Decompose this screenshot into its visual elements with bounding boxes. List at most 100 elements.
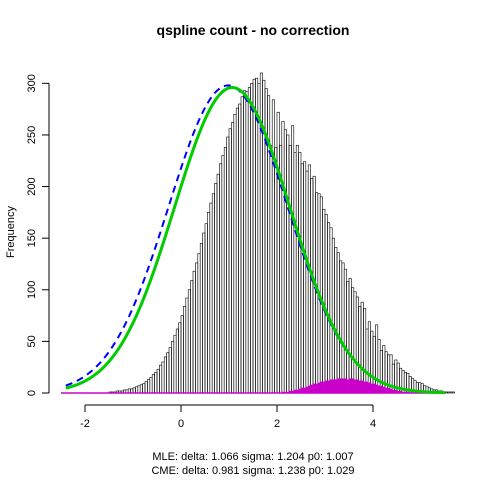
histogram-bar [327, 222, 331, 394]
x-tick-label: 2 [274, 418, 280, 430]
histogram-bar [250, 83, 254, 394]
histogram-bar [382, 345, 386, 394]
histogram-bar [283, 129, 287, 394]
histogram-bar [226, 136, 230, 394]
magenta-bar [308, 385, 311, 394]
histogram-bar [305, 170, 309, 394]
magenta-bar [332, 379, 335, 394]
histogram-bar [245, 91, 249, 394]
magenta-bar [344, 378, 347, 394]
histogram-bar [360, 301, 364, 394]
histogram-bar [202, 232, 206, 394]
histogram-bar [363, 308, 367, 394]
y-tick-label: 0 [26, 390, 38, 396]
histogram-bar [231, 122, 235, 394]
histogram-bar [168, 347, 172, 394]
histogram-bar [310, 177, 314, 394]
histogram-bar [329, 227, 333, 394]
histogram-bar [139, 384, 143, 394]
histogram-bar [149, 377, 153, 394]
y-tick-label: 100 [26, 281, 38, 299]
x-axis: -2 0 2 4 [80, 404, 376, 430]
x-tick-label: 4 [370, 418, 376, 430]
histogram-bar [375, 324, 379, 394]
dashed-fit-curve [65, 84, 446, 394]
histogram-bar [449, 391, 453, 394]
histogram-bar [288, 144, 292, 394]
histogram-bar [238, 103, 242, 394]
histogram-bar [331, 237, 335, 394]
histogram-bar [187, 289, 191, 394]
histogram-bar [144, 381, 148, 394]
magenta-bar [312, 383, 316, 394]
histogram-bar [216, 173, 220, 394]
x-tick-label: 0 [178, 418, 184, 430]
y-axis: 0 50 100 150 200 250 300 [26, 74, 50, 396]
histogram-bar [132, 387, 136, 394]
histogram-bar [358, 305, 362, 394]
magenta-bar [377, 385, 381, 394]
histogram-bar [175, 328, 179, 394]
magenta-bar [368, 382, 371, 394]
histogram-bar [195, 262, 199, 394]
histogram-bar [391, 363, 395, 394]
histogram-bar [219, 163, 223, 394]
histogram-bar [343, 268, 347, 394]
magenta-bar [384, 387, 388, 394]
histogram-bar [341, 262, 345, 394]
histogram-bar [214, 183, 218, 394]
histogram-bar [207, 212, 211, 394]
magenta-bar [310, 384, 314, 394]
y-tick-label: 50 [26, 335, 38, 347]
magenta-bar [334, 379, 338, 394]
histogram-bar [173, 334, 177, 394]
histogram-bar [351, 287, 355, 394]
histogram-bar [190, 280, 194, 394]
chart-title: qspline count - no correction [157, 22, 350, 38]
x-tick-label: -2 [80, 418, 90, 430]
magenta-bar [372, 383, 376, 394]
cme-footer: CME: delta: 0.981 sigma: 1.238 p0: 1.029 [151, 465, 354, 477]
magenta-bar [380, 385, 383, 394]
histogram-bar [240, 96, 244, 394]
histogram-bar [377, 339, 381, 394]
histogram-bar [303, 161, 307, 394]
magenta-bar [339, 378, 342, 394]
histogram-bar [324, 214, 328, 394]
histogram-bar [274, 147, 278, 394]
y-tick-label: 200 [26, 177, 38, 195]
histogram-bar [281, 121, 285, 394]
histogram-bar [243, 90, 247, 394]
magenta-bar [317, 382, 321, 394]
magenta-bar [303, 387, 306, 394]
histogram-bar [451, 391, 455, 394]
y-tick-label: 300 [26, 74, 38, 92]
magenta-bar [322, 381, 326, 394]
histogram-bar [135, 386, 139, 394]
histogram-bar [384, 351, 388, 394]
histogram-bar [199, 243, 203, 394]
mle-footer: MLE: delta: 1.066 sigma: 1.204 p0: 1.007 [152, 451, 353, 463]
magenta-bar [353, 379, 357, 394]
histogram-bar [387, 354, 391, 394]
histogram-bar [257, 83, 261, 394]
magenta-bar [351, 378, 354, 394]
histogram-bar [334, 247, 338, 394]
histogram-bar [171, 341, 175, 394]
histogram-bar [367, 321, 371, 394]
magenta-bar [358, 380, 362, 394]
histogram-bar [180, 315, 184, 394]
histogram-bar [271, 99, 275, 394]
y-tick-label: 150 [26, 229, 38, 247]
histogram-bar [336, 252, 340, 394]
histogram-bar [247, 87, 251, 394]
histogram-bar [346, 281, 350, 394]
histogram-bar [183, 305, 187, 394]
magenta-bar [336, 378, 340, 394]
magenta-bar [324, 380, 328, 394]
histogram-bar [197, 253, 201, 394]
solid-fit-curve [65, 85, 446, 395]
histogram-bar [147, 379, 151, 394]
magenta-bar [363, 381, 366, 394]
